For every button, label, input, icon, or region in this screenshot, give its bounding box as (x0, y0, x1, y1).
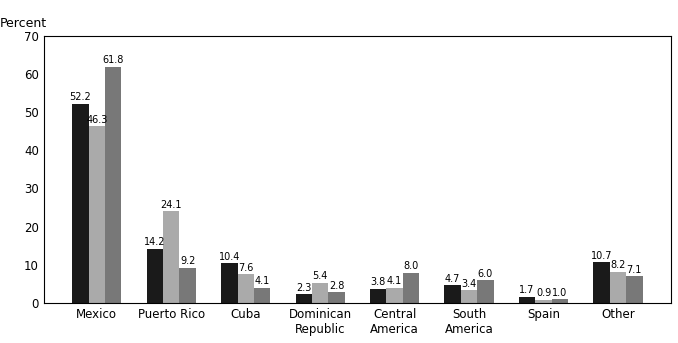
Bar (237, 274, 254, 303)
Text: 8.2: 8.2 (610, 260, 626, 270)
Text: 4.7: 4.7 (445, 274, 460, 284)
Bar (105, 67, 121, 303)
Bar (477, 280, 494, 303)
Text: 46.3: 46.3 (86, 115, 108, 125)
Text: 14.2: 14.2 (144, 237, 165, 247)
Bar (593, 262, 610, 303)
Text: 2.3: 2.3 (296, 283, 311, 293)
Bar (146, 249, 163, 303)
Bar (221, 263, 237, 303)
Text: 10.4: 10.4 (218, 252, 240, 262)
Bar (626, 276, 643, 303)
Text: 7.6: 7.6 (238, 263, 254, 273)
Text: 1.0: 1.0 (553, 288, 567, 298)
Bar (610, 272, 626, 303)
Bar (445, 285, 461, 303)
Bar (180, 268, 196, 303)
Bar (461, 290, 477, 303)
Text: 3.8: 3.8 (371, 277, 386, 287)
Bar (403, 273, 419, 303)
Text: 61.8: 61.8 (102, 55, 124, 66)
Text: 24.1: 24.1 (161, 200, 182, 210)
Text: 52.2: 52.2 (70, 92, 92, 102)
Bar (254, 287, 271, 303)
Bar (536, 300, 552, 303)
Text: 4.1: 4.1 (254, 276, 270, 286)
Bar (73, 104, 89, 303)
Text: 8.0: 8.0 (403, 261, 418, 271)
Bar (386, 287, 403, 303)
Text: 9.2: 9.2 (180, 257, 195, 267)
Bar (163, 211, 180, 303)
Text: 0.9: 0.9 (536, 288, 551, 298)
Bar (296, 294, 312, 303)
Bar (552, 299, 568, 303)
Text: Percent: Percent (0, 17, 47, 30)
Text: 2.8: 2.8 (329, 281, 344, 291)
Bar (519, 297, 536, 303)
Bar (312, 283, 328, 303)
Text: 6.0: 6.0 (478, 269, 493, 279)
Bar (370, 289, 386, 303)
Text: 3.4: 3.4 (462, 279, 477, 289)
Text: 7.1: 7.1 (626, 264, 642, 274)
Bar (328, 293, 344, 303)
Text: 4.1: 4.1 (387, 276, 402, 286)
Text: 1.7: 1.7 (519, 285, 535, 295)
Text: 10.7: 10.7 (591, 251, 612, 261)
Bar (89, 126, 105, 303)
Text: 5.4: 5.4 (313, 271, 328, 281)
